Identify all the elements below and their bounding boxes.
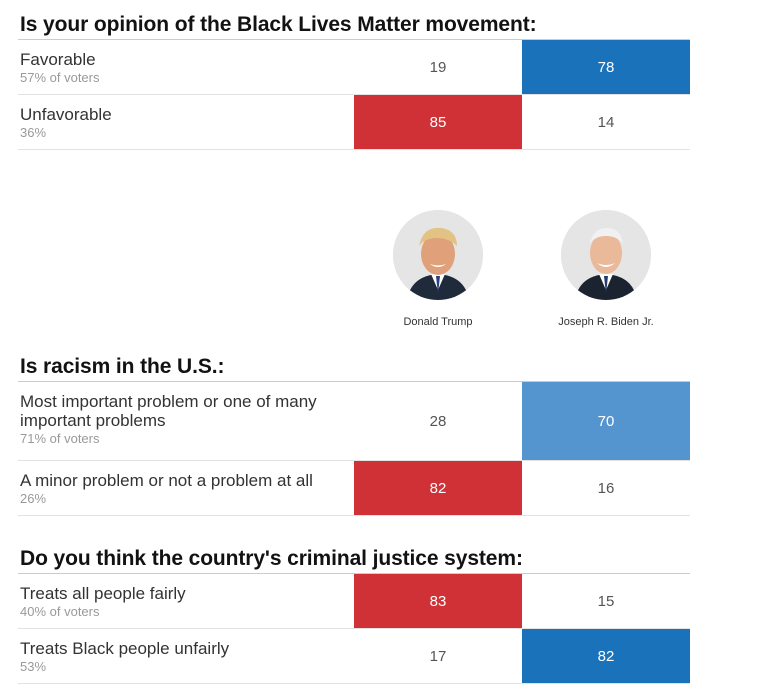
trump-value: 83 [354, 574, 522, 628]
candidate-trump: Donald Trump [354, 210, 522, 328]
answer-label: Favorable [20, 50, 96, 69]
answer-label: Treats all people fairly [20, 584, 186, 603]
question-justice: Do you think the country's criminal just… [18, 546, 690, 684]
biden-value: 82 [522, 629, 690, 683]
trump-value: 28 [429, 412, 447, 430]
question-racism: Is racism in the U.S.: Most important pr… [18, 354, 690, 516]
voter-share: 26% [20, 491, 47, 506]
trump-value: 85 [354, 95, 522, 149]
biden-value: 70 [522, 382, 690, 460]
candidate-name: Joseph R. Biden Jr. [558, 316, 654, 328]
trump-avatar [393, 210, 483, 300]
question-blm: Is your opinion of the Black Lives Matte… [18, 12, 690, 150]
answer-cell: Treats Black people unfairly 53% [18, 629, 354, 683]
answer-cell: Favorable 57% of voters [18, 40, 354, 94]
biden-value: 15 [597, 592, 615, 610]
question-title: Is racism in the U.S.: [18, 354, 690, 382]
trump-portrait-icon [393, 210, 483, 300]
question-title: Do you think the country's criminal just… [18, 546, 690, 574]
table-row: Unfavorable 36% 85 14 [18, 95, 690, 150]
trump-value: 19 [429, 58, 447, 76]
biden-avatar [561, 210, 651, 300]
trump-value: 82 [354, 461, 522, 515]
biden-value: 78 [522, 40, 690, 94]
voter-share: 36% [20, 125, 47, 140]
voter-share: 40% of voters [20, 604, 100, 619]
answer-label: A minor problem or not a problem at all [20, 471, 313, 490]
candidate-biden: Joseph R. Biden Jr. [522, 210, 690, 328]
table-row: Favorable 57% of voters 19 78 [18, 40, 690, 95]
question-title: Is your opinion of the Black Lives Matte… [18, 12, 690, 40]
answer-label: Unfavorable [20, 105, 112, 124]
table-row: Treats Black people unfairly 53% 17 82 [18, 629, 690, 684]
answer-cell: A minor problem or not a problem at all … [18, 461, 354, 515]
table-row: A minor problem or not a problem at all … [18, 461, 690, 516]
biden-portrait-icon [561, 210, 651, 300]
answer-label: Treats Black people unfairly [20, 639, 230, 658]
trump-value: 17 [429, 647, 447, 665]
voter-share: 71% of voters [20, 431, 100, 446]
biden-value: 16 [597, 479, 615, 497]
biden-value: 14 [597, 113, 615, 131]
voter-share: 57% of voters [20, 70, 100, 85]
candidate-name: Donald Trump [403, 316, 473, 328]
answer-label: Most important problem or one of many im… [20, 392, 317, 430]
table-row: Most important problem or one of many im… [18, 382, 690, 461]
answer-cell: Treats all people fairly 40% of voters [18, 574, 354, 628]
voter-share: 53% [20, 659, 47, 674]
answer-cell: Most important problem or one of many im… [18, 382, 354, 460]
answer-cell: Unfavorable 36% [18, 95, 354, 149]
table-row: Treats all people fairly 40% of voters 8… [18, 574, 690, 629]
